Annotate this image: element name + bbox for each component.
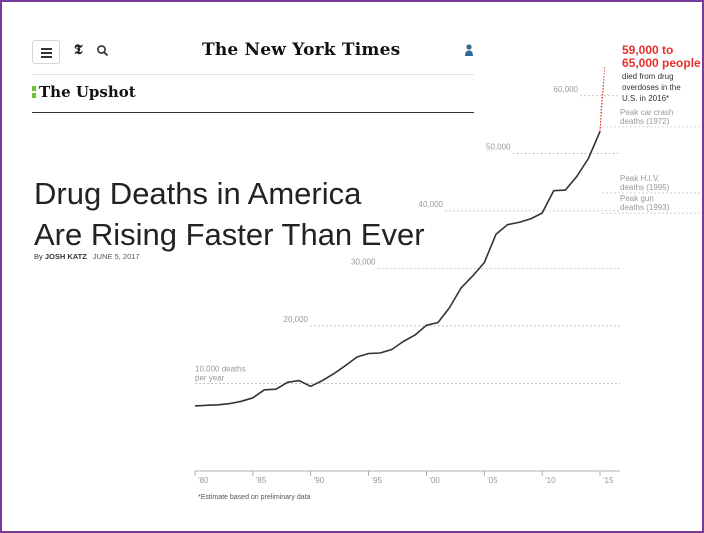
annotation-text: overdoses in the [622, 83, 681, 92]
annotation-range-text: 59,000 to [622, 43, 673, 57]
byline-prefix: By [34, 252, 43, 261]
chart-footnote: *Estimate based on preliminary data [198, 494, 311, 501]
y-tick-label: 10,000 deaths [195, 364, 246, 373]
masthead-logo[interactable]: The New York Times [202, 40, 401, 60]
header-divider [32, 74, 474, 75]
publish-date: JUNE 5, 2017 [92, 252, 140, 261]
reference-label: Peak car crash [620, 108, 673, 117]
author-name[interactable]: JOSH KATZ [44, 252, 87, 261]
hamburger-menu-icon [40, 47, 52, 58]
upshot-colon-icon [32, 85, 36, 99]
y-tick-label: 50,000 [486, 142, 511, 151]
reference-label: Peak gun [620, 194, 654, 203]
byline: By JOSH KATZ JUNE 5, 2017 [34, 252, 140, 261]
y-tick-label: 20,000 [284, 315, 309, 324]
x-tick-label: '00 [429, 476, 440, 485]
x-tick-label: '95 [372, 476, 383, 485]
reference-label: deaths (1972) [620, 117, 670, 126]
headline-line-2: Are Rising Faster Than Ever [34, 216, 425, 252]
headline-line-1: Drug Deaths in America [34, 175, 362, 211]
annotation-text: U.S. in 2016* [622, 94, 669, 103]
menu-button[interactable] [32, 40, 60, 64]
x-tick-label: '85 [256, 476, 267, 485]
x-tick-label: '05 [487, 476, 498, 485]
estimate-range-line [599, 66, 606, 132]
y-tick-label: 60,000 [554, 85, 579, 94]
search-icon[interactable] [96, 44, 110, 58]
reference-label: deaths (1993) [620, 203, 670, 212]
reference-label: deaths (1995) [620, 183, 670, 192]
section-name: The Upshot [39, 83, 136, 101]
y-tick-label: 40,000 [419, 200, 444, 209]
y-tick-label: per year [195, 373, 225, 382]
reference-label: Peak H.I.V. [620, 174, 660, 183]
x-tick-label: '10 [545, 476, 556, 485]
section-divider [32, 112, 474, 113]
top-navigation: 𝕿 The New York Times [32, 40, 474, 70]
nyt-t-logo-icon[interactable]: 𝕿 [74, 42, 83, 58]
overdose-deaths-line [194, 131, 601, 407]
article-headline: Drug Deaths in America Are Rising Faster… [34, 173, 494, 255]
section-label[interactable]: The Upshot [32, 82, 136, 102]
y-tick-label: 30,000 [351, 257, 376, 266]
annotation-text: died from drug [622, 72, 674, 81]
x-tick-label: '90 [314, 476, 325, 485]
x-tick-label: '80 [198, 476, 209, 485]
x-tick-label: '15 [603, 476, 614, 485]
user-icon[interactable] [464, 43, 474, 57]
annotation-range-text: 65,000 people [622, 56, 701, 70]
